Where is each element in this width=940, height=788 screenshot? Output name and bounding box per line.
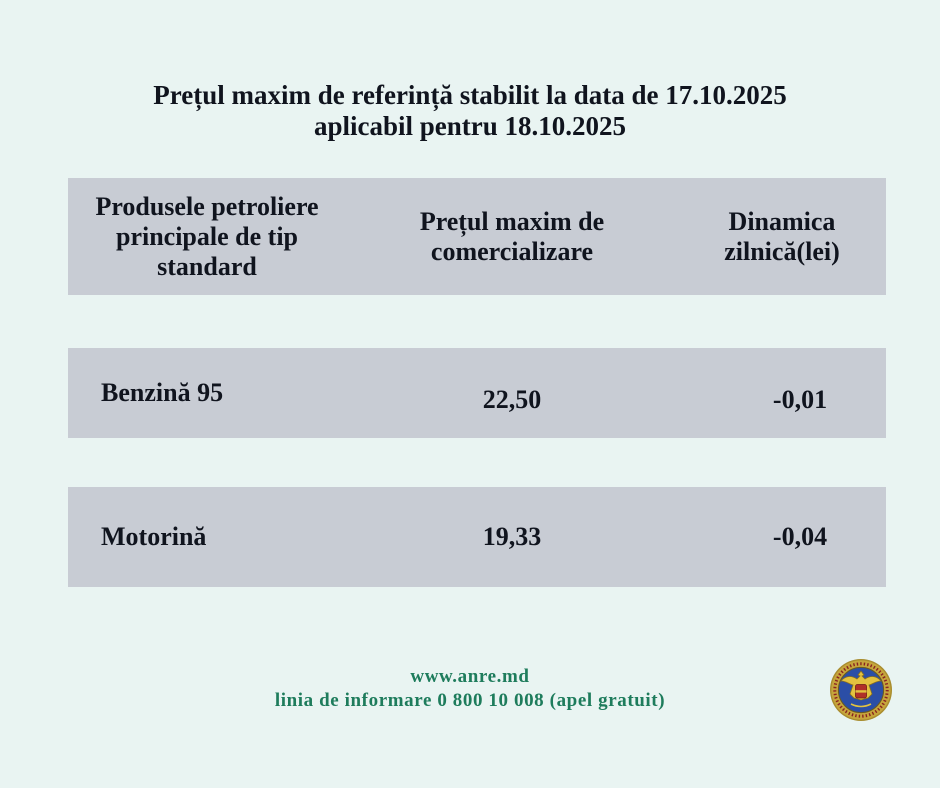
website-text: www.anre.md [410,666,530,687]
info-line-text: linia de informare 0 800 10 008 (apel gr… [274,690,666,711]
title-line-1: Prețul maxim de referință stabilit la da… [153,80,787,110]
product-price: 19,33 [482,522,542,551]
table-row: Benzină 95 22,50 -0,01 [68,348,886,438]
moldova-state-emblem-icon [829,658,893,722]
product-name: Motorină [101,522,207,551]
title-line-2: aplicabil pentru 18.10.2025 [313,111,627,141]
product-name: Benzină 95 [101,378,224,407]
footer-contact-block: www.anre.md linia de informare 0 800 10 … [0,665,940,713]
product-price: 22,50 [482,385,542,414]
table-header-row: Produsele petroliere principale de tip s… [68,178,886,295]
table-row: Motorină 19,33 -0,04 [68,487,886,587]
page-title: Prețul maxim de referință stabilit la da… [0,80,940,142]
column-header-max-price: Prețul maxim de comercializare [419,206,605,266]
product-dynamic: -0,04 [772,522,828,551]
column-header-products: Produsele petroliere principale de tip s… [95,191,319,281]
column-header-daily-dynamic: Dinamica zilnică(lei) [724,206,840,266]
product-dynamic: -0,01 [772,385,828,414]
